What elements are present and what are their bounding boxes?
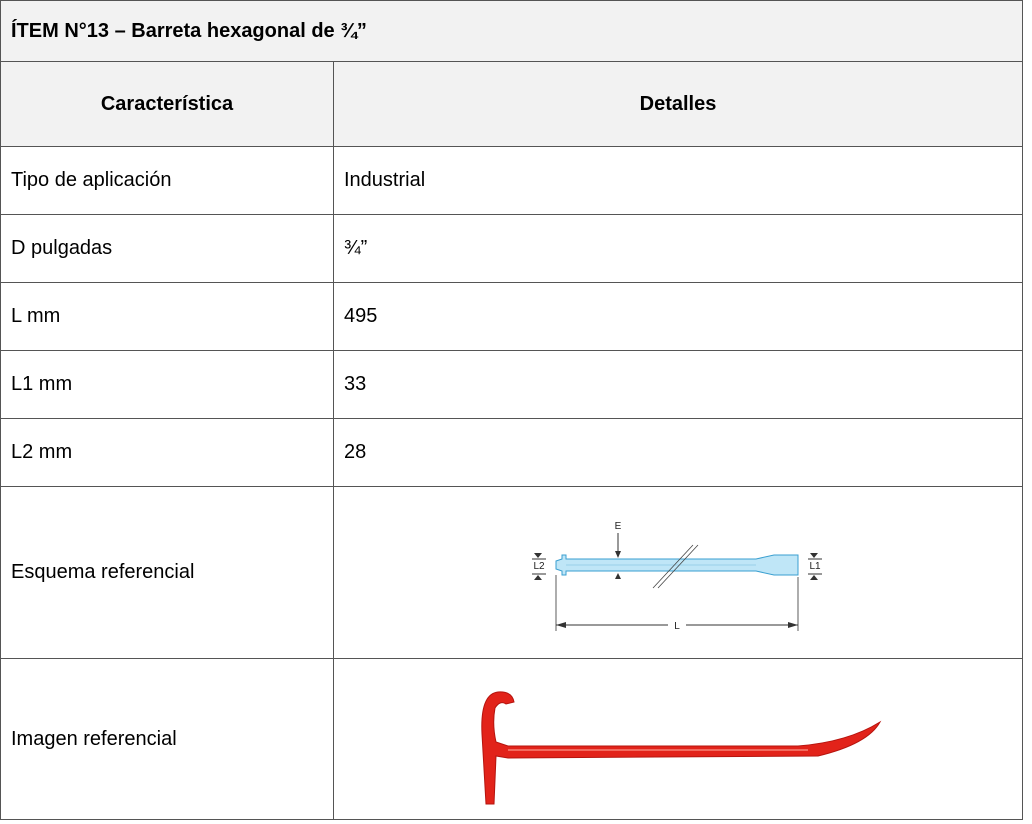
row-label: Tipo de aplicación — [1, 147, 334, 215]
row-label: L2 mm — [1, 419, 334, 487]
schematic-diagram: E L2 L1 L — [528, 503, 828, 643]
row-label: Imagen referencial — [1, 659, 334, 820]
table-title: ÍTEM N°13 – Barreta hexagonal de ¾” — [1, 1, 1023, 62]
row-label: L mm — [1, 283, 334, 351]
diagram-label: L — [674, 621, 680, 632]
row-label: Esquema referencial — [1, 487, 334, 659]
header-cell: Detalles — [334, 62, 1023, 147]
product-image — [468, 664, 888, 814]
diagram-label: E — [615, 521, 622, 532]
diagram-label: L2 — [533, 561, 545, 572]
header-cell: Característica — [1, 62, 334, 147]
diagram-label: L1 — [809, 561, 821, 572]
row-value: 28 — [334, 419, 1023, 487]
row-value: ¾” — [334, 215, 1023, 283]
spec-table: ÍTEM N°13 – Barreta hexagonal de ¾” Cara… — [0, 0, 1023, 820]
row-label: L1 mm — [1, 351, 334, 419]
row-value: 33 — [334, 351, 1023, 419]
row-label: D pulgadas — [1, 215, 334, 283]
row-value: Industrial — [334, 147, 1023, 215]
page: ÍTEM N°13 – Barreta hexagonal de ¾” Cara… — [0, 0, 1032, 824]
row-value: 495 — [334, 283, 1023, 351]
